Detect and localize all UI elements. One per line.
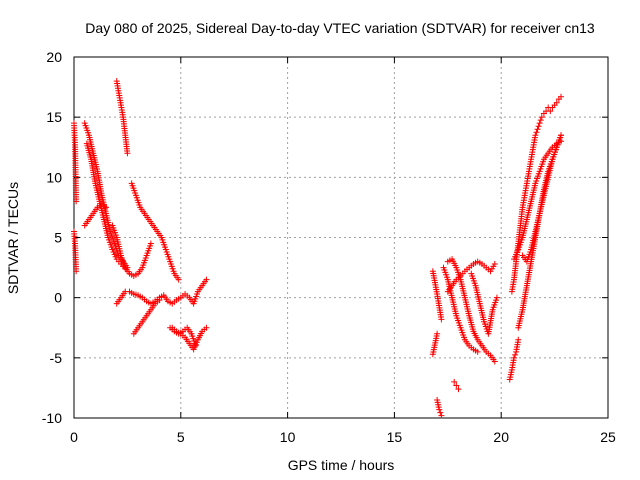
series-trace-s xyxy=(444,258,498,295)
data-point xyxy=(203,324,210,331)
series-trace-m xyxy=(429,268,445,323)
y-tick-label: -5 xyxy=(50,350,63,366)
data-point xyxy=(437,409,444,416)
y-tick-label: 0 xyxy=(54,290,62,306)
series-trace-e xyxy=(128,180,182,283)
x-tick-label: 20 xyxy=(493,429,509,445)
data-point xyxy=(493,294,500,301)
data-point xyxy=(547,108,554,115)
series-trace-h xyxy=(113,276,210,307)
data-point xyxy=(532,132,539,139)
data-point xyxy=(533,129,540,136)
data-point xyxy=(438,412,445,419)
data-point xyxy=(536,120,543,127)
data-point xyxy=(103,204,110,211)
data-point xyxy=(175,276,182,283)
series-trace-y xyxy=(519,132,565,265)
series-trace-k xyxy=(71,120,80,205)
y-tick-label: 20 xyxy=(46,49,62,65)
series-trace-d xyxy=(113,78,131,157)
series-trace-f xyxy=(109,222,154,280)
series-trace-u xyxy=(506,336,522,383)
data-point xyxy=(558,132,565,139)
series-trace-j xyxy=(167,324,199,349)
series-trace-n xyxy=(429,330,441,358)
series-trace-i xyxy=(169,324,210,353)
data-point xyxy=(512,351,519,358)
y-tick-label: 5 xyxy=(54,230,62,246)
series-trace-r xyxy=(444,256,498,365)
series-trace-o xyxy=(434,396,445,419)
data-point xyxy=(538,114,545,121)
y-tick-label: 10 xyxy=(46,169,62,185)
x-tick-label: 0 xyxy=(70,429,78,445)
y-tick-label: 15 xyxy=(46,109,62,125)
data-point xyxy=(192,342,199,349)
series-trace-a xyxy=(81,120,131,271)
series-trace-b xyxy=(83,140,129,272)
series-trace-c xyxy=(81,200,110,229)
series-trace-p xyxy=(451,378,462,393)
series-trace-q xyxy=(440,264,481,355)
y-axis-label: SDTVAR / TECUs xyxy=(5,182,21,294)
data-point xyxy=(491,358,498,365)
series-trace-v xyxy=(508,93,565,295)
data-point xyxy=(73,198,80,205)
data-points xyxy=(71,78,565,419)
data-point xyxy=(434,330,441,337)
data-point xyxy=(438,316,445,323)
x-tick-label: 5 xyxy=(177,429,185,445)
data-point xyxy=(451,378,458,385)
y-tick-label: -10 xyxy=(42,410,62,426)
series-trace-l xyxy=(71,228,80,275)
data-point xyxy=(511,354,518,361)
series-trace-w xyxy=(515,132,565,331)
data-point xyxy=(455,386,462,393)
data-point xyxy=(558,93,565,100)
x-tick-label: 10 xyxy=(280,429,296,445)
data-point xyxy=(534,126,541,133)
data-point xyxy=(73,268,80,275)
data-point xyxy=(436,406,443,413)
data-point xyxy=(553,99,560,106)
axis-ticks: 0 5 10 15 20 25 -10 -5 0 5 10 15 20 xyxy=(42,49,616,445)
x-tick-label: 25 xyxy=(600,429,616,445)
data-point xyxy=(453,382,460,389)
data-point xyxy=(124,150,131,157)
data-point xyxy=(474,348,481,355)
data-point xyxy=(515,336,522,343)
grid-lines xyxy=(74,57,608,418)
chart-title: Day 080 of 2025, Sidereal Day-to-day VTE… xyxy=(85,20,595,36)
data-point xyxy=(147,240,154,247)
data-point xyxy=(491,260,498,267)
series-trace-x xyxy=(511,138,565,263)
x-axis-label: GPS time / hours xyxy=(288,457,395,473)
series-trace-t xyxy=(468,270,500,337)
data-point xyxy=(537,117,544,124)
data-point xyxy=(535,123,542,130)
x-tick-label: 15 xyxy=(387,429,403,445)
data-point xyxy=(203,276,210,283)
